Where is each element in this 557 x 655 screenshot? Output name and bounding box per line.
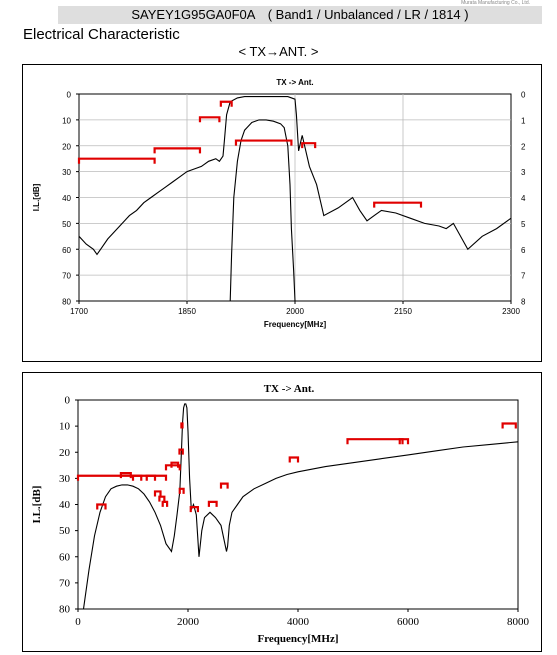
y2-tick-label: 1 — [521, 116, 526, 125]
y2-tick-label: 4 — [521, 194, 526, 203]
y2-tick-label: 7 — [521, 272, 526, 281]
x-tick-label: 2300 — [502, 307, 520, 316]
y-tick-label: 10 — [59, 421, 71, 433]
series-line-1 — [82, 403, 518, 609]
chart-title: TX -> Ant. — [276, 78, 313, 87]
y-axis-label: I.L.[dB] — [31, 486, 43, 524]
spec-limit-mark — [153, 147, 202, 154]
y-tick-label: 80 — [59, 604, 71, 616]
x-axis-label: Frequency[MHz] — [264, 320, 327, 329]
y-tick-label: 70 — [59, 577, 71, 589]
series-line-1 — [79, 96, 511, 256]
y-tick-label: 40 — [62, 194, 71, 203]
spec-limit-mark — [96, 503, 107, 510]
header-bar: SAYEY1G95GA0F0A ( Band1 / Unbalanced / L… — [58, 0, 542, 24]
x-axis-label: Frequency[MHz] — [257, 633, 338, 645]
x-tick-label: 2150 — [394, 307, 412, 316]
spec-limit-mark — [219, 482, 229, 489]
spec-limit-mark — [346, 438, 404, 445]
chart-1-svg: 0 10 20 30 40 50 60 70 80 0 1 2 3 4 5 6 7 8 1700 1850 2000 21… — [32, 78, 526, 329]
x-tick-label: 1850 — [178, 307, 196, 316]
spec-limit-mark — [189, 506, 199, 513]
spec-limit-mark — [119, 472, 132, 479]
spec-limit-mark — [373, 201, 423, 208]
spec-limit-mark — [178, 448, 184, 455]
chart-panel-2: 0 10 20 30 40 50 60 70 80 0 2000 4000 6000 8000 TX -> … — [22, 372, 542, 652]
spec-limit-mark — [198, 116, 221, 123]
spec-limit-mark — [131, 474, 143, 481]
plot-area — [77, 399, 519, 610]
document-title: SAYEY1G95GA0F0A ( Band1 / Unbalanced / L… — [131, 7, 469, 22]
y-tick-label: 60 — [59, 551, 71, 563]
y-tick-label: 20 — [59, 447, 71, 459]
y-tick-label: 0 — [65, 395, 71, 407]
spec-limit-mark — [301, 142, 317, 149]
x-tick-label: 0 — [75, 616, 81, 628]
spec-limit-mark — [234, 139, 293, 146]
series-line-2 — [229, 119, 296, 301]
spec-limit-mark — [164, 464, 181, 471]
x-tick-label: 1700 — [70, 307, 88, 316]
x-tick-label: 2000 — [177, 616, 200, 628]
chart-panel-1: 0 10 20 30 40 50 60 70 80 0 1 2 3 4 5 6 7 8 1700 1850 2000 21… — [22, 64, 542, 362]
y-tick-label: 60 — [62, 246, 71, 255]
x-tick-label: 4000 — [287, 616, 310, 628]
x-tick-label: 8000 — [507, 616, 530, 628]
spec-limit-mark — [207, 500, 218, 507]
y-tick-label: 30 — [62, 168, 71, 177]
y-tick-label: 80 — [62, 298, 71, 307]
y-tick-label: 30 — [59, 473, 71, 485]
spec-limit-mark — [501, 422, 517, 429]
y2-tick-label: 6 — [521, 246, 526, 255]
spec-limit-mark — [288, 456, 300, 463]
y-tick-label: 10 — [62, 116, 71, 125]
header-corner-note: Murata Manufacturing Co., Ltd. — [461, 0, 530, 6]
y-tick-label: 50 — [62, 220, 71, 229]
spec-limit-mark — [170, 461, 180, 468]
y2-tick-label: 5 — [521, 220, 526, 229]
x-tick-label: 6000 — [397, 616, 420, 628]
y-tick-label: 50 — [59, 525, 71, 537]
spec-limit-mark — [178, 487, 185, 494]
spec-limit-mark — [77, 157, 156, 164]
y2-tick-label: 2 — [521, 142, 526, 151]
spec-limit-mark — [145, 474, 157, 481]
y-tick-label: 0 — [67, 91, 72, 100]
spec-limit-mark — [161, 500, 169, 507]
y-tick-label: 70 — [62, 272, 71, 281]
chart-2-svg: 0 10 20 30 40 50 60 70 80 0 2000 4000 6000 8000 TX -> … — [31, 383, 530, 645]
y2-tick-label: 0 — [521, 91, 526, 100]
y-axis-label: I.L.[dB] — [32, 183, 41, 211]
spec-limit-mark — [153, 490, 162, 497]
spec-limit-mark — [158, 495, 166, 502]
spec-limit-mark — [219, 100, 233, 107]
spec-limit-mark — [398, 438, 410, 445]
spec-limit-mark — [180, 422, 184, 429]
chart-title: TX -> Ant. — [264, 383, 315, 395]
y-tick-label: 20 — [62, 142, 71, 151]
x-tick-label: 2000 — [286, 307, 304, 316]
y2-tick-label: 3 — [521, 168, 526, 177]
direction-label: < TX→ANT. > — [238, 44, 319, 59]
y-tick-label: 40 — [59, 499, 71, 511]
y2-tick-label: 8 — [521, 298, 526, 307]
section-title: Electrical Characteristic — [23, 26, 180, 43]
